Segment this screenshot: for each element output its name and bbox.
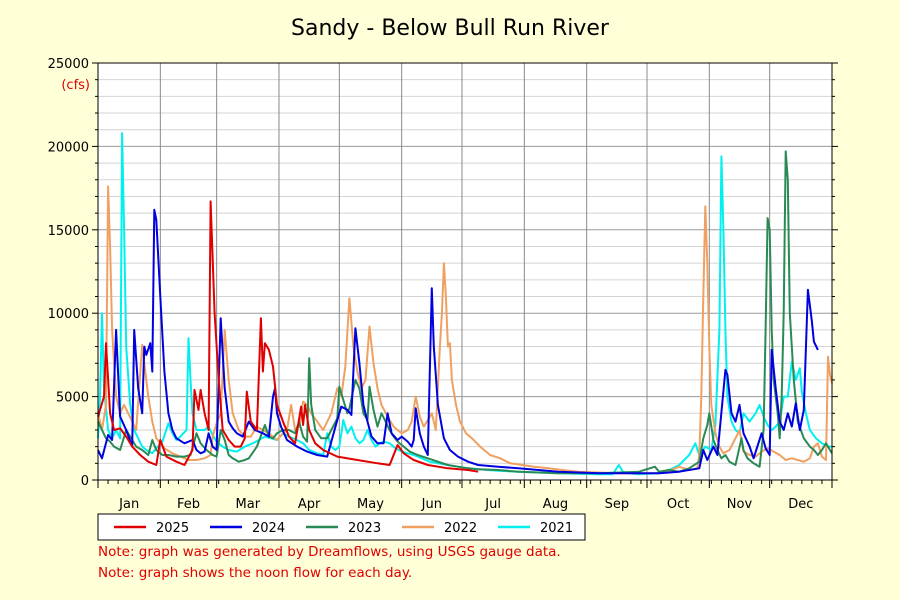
y-tick-label: 15000 bbox=[48, 224, 89, 239]
y-tick-label: 20000 bbox=[48, 140, 89, 155]
axes: 0 5000 10000 15000 20000 25000 Jan Feb Mar Apr May… bbox=[48, 57, 838, 512]
x-tick-label: Jul bbox=[484, 497, 501, 512]
legend: 2025 2024 2023 2022 2021 bbox=[97, 513, 586, 541]
legend-label-2025: 2025 bbox=[156, 521, 189, 536]
series-line-2024 bbox=[97, 208, 819, 475]
note-noon-flow: Note: graph shows the noon flow for each… bbox=[98, 565, 413, 581]
x-tick-label: Dec bbox=[788, 497, 813, 512]
x-tick-label: Jun bbox=[421, 497, 442, 512]
chart-title: Sandy - Below Bull Run River bbox=[291, 16, 610, 41]
x-tick-label: Nov bbox=[727, 497, 753, 512]
x-tick-label: Oct bbox=[667, 497, 689, 512]
legend-label-2024: 2024 bbox=[252, 521, 285, 536]
series-line-2022 bbox=[97, 185, 833, 475]
legend-label-2021: 2021 bbox=[540, 521, 573, 536]
y-tick-label: 25000 bbox=[48, 57, 89, 72]
plot-frame bbox=[97, 62, 833, 481]
plot-area bbox=[97, 132, 833, 476]
x-tick-label: Sep bbox=[605, 497, 630, 512]
y-unit-label: (cfs) bbox=[61, 78, 90, 93]
y-tick-label: 0 bbox=[81, 474, 89, 489]
note-data-source: Note: graph was generated by Dreamflows,… bbox=[98, 544, 561, 560]
x-tick-label: May bbox=[357, 497, 384, 512]
x-tick-label: Feb bbox=[177, 497, 200, 512]
x-tick-label: Aug bbox=[543, 497, 568, 512]
x-tick-label: Apr bbox=[298, 497, 321, 512]
x-tick-label: Mar bbox=[236, 497, 261, 512]
legend-label-2022: 2022 bbox=[444, 521, 477, 536]
series-line-2025 bbox=[97, 200, 479, 473]
y-tick-label: 10000 bbox=[48, 307, 89, 322]
x-tick-label: Jan bbox=[118, 497, 139, 512]
legend-label-2023: 2023 bbox=[348, 521, 381, 536]
y-tick-label: 5000 bbox=[56, 391, 89, 406]
